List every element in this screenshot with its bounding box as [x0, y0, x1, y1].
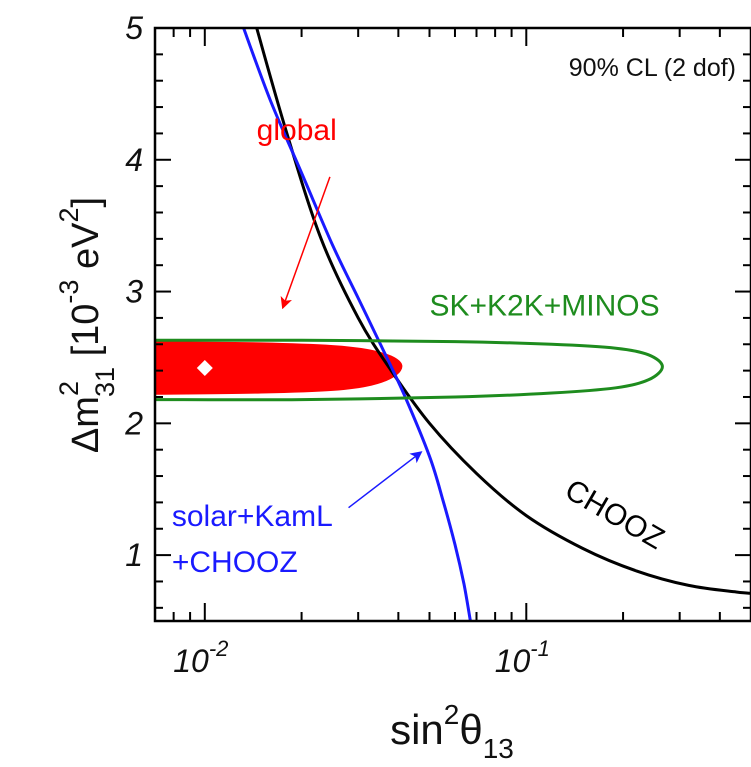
y-label-rest: [10	[65, 304, 107, 367]
cl-annotation: 90% CL (2 dof)	[569, 54, 736, 82]
y-label-sup: 2	[54, 381, 84, 396]
y-tick-label: 5	[125, 10, 143, 46]
series-label-1: global	[257, 114, 337, 147]
series-label-2: SK+K2K+MINOS	[430, 289, 660, 322]
y-tick-label: 1	[125, 537, 143, 573]
x-label-sub: 13	[483, 733, 514, 764]
x-label-theta: θ	[459, 706, 482, 753]
annotation-arrow-1	[280, 176, 331, 310]
series-line-chooz	[255, 28, 751, 595]
y-tick-label: 4	[125, 142, 143, 178]
x-label-main: sin	[390, 706, 444, 753]
best-fit-marker	[196, 359, 213, 376]
svg-text:sin2θ13: sin2θ13	[390, 699, 514, 764]
y-label-sup3: 2	[54, 207, 84, 222]
y-axis-label: Δm2 31 [10-3 eV2]	[54, 197, 120, 453]
series-region-global	[155, 341, 403, 395]
y-label-delta: Δm	[65, 396, 107, 453]
y-tick-label: 3	[125, 274, 143, 310]
series-label-5: +CHOOZ	[172, 546, 298, 579]
y-label-sub: 31	[90, 367, 120, 397]
y-label-sup2: -3	[54, 280, 84, 304]
y-label-unit: eV	[65, 222, 107, 280]
series-line-sk-k2k-minos	[155, 338, 664, 402]
x-label-sup: 2	[444, 699, 460, 730]
series-line-solar-kaml-chooz	[242, 28, 472, 621]
x-tick-label: 10-2	[173, 636, 228, 679]
series-label-4: solar+KamL	[172, 500, 333, 533]
y-tick-label: 2	[124, 405, 143, 441]
x-axis-label: sin2θ13	[390, 699, 514, 764]
annotation-arrow-2	[348, 451, 423, 509]
x-tick-label: 10-1	[495, 636, 550, 679]
plot-frame	[153, 26, 751, 623]
y-label-close: ]	[65, 197, 107, 208]
